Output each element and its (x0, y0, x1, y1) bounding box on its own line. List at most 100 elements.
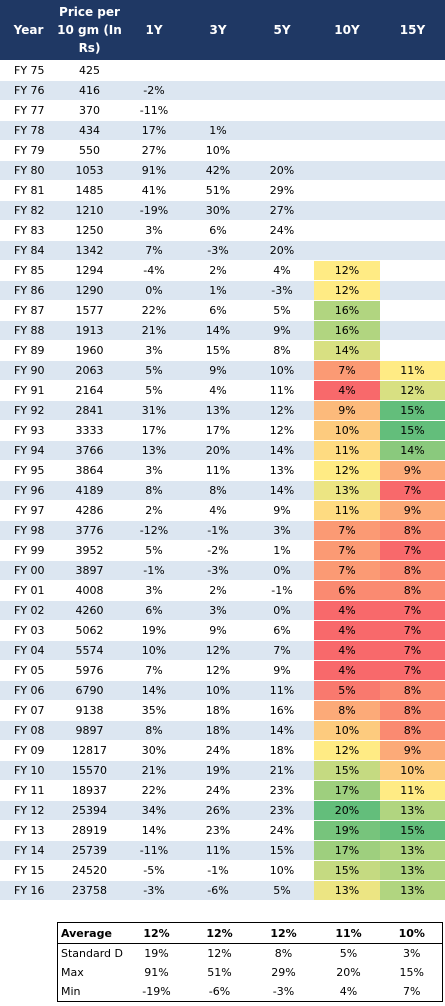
price-cell: 1290 (57, 280, 122, 301)
return-1y-cell: 8% (122, 480, 186, 501)
return-3y-cell (186, 100, 250, 121)
return-3y-cell: 9% (186, 360, 250, 381)
year-cell: FY 90 (0, 360, 57, 381)
table-row: FY 93 3333 17% 17% 12% 10% 15% (0, 420, 445, 441)
return-10y-cell: 16% (314, 300, 380, 321)
table-row: FY 01 4008 3% 2% -1% 6% 8% (0, 580, 445, 601)
return-5y-cell: 24% (250, 820, 314, 841)
return-5y-cell: 21% (250, 760, 314, 781)
return-15y-cell: 7% (380, 620, 445, 641)
stats-row: Standard D 19% 12% 8% 5% 3% (58, 944, 443, 964)
header-price-line: Rs) (78, 41, 101, 55)
return-10y-cell (314, 220, 380, 241)
return-1y-cell: 21% (122, 320, 186, 341)
year-cell: FY 09 (0, 740, 57, 761)
stats-value: -6% (208, 985, 231, 998)
header-price-line: Price per (59, 5, 120, 19)
return-3y-cell: 11% (186, 840, 250, 861)
price-cell: 1485 (57, 180, 122, 201)
table-row: FY 91 2164 5% 4% 11% 4% 12% (0, 380, 445, 401)
stats-value: 7% (403, 985, 421, 998)
return-5y-cell: 15% (250, 840, 314, 861)
return-10y-cell (314, 140, 380, 161)
return-1y-cell: -1% (122, 560, 186, 581)
return-10y-cell (314, 200, 380, 221)
year-cell: FY 92 (0, 400, 57, 421)
price-cell: 1250 (57, 220, 122, 241)
stats-value: 91% (144, 966, 169, 979)
return-15y-cell (380, 280, 445, 301)
return-10y-cell: 13% (314, 480, 380, 501)
return-3y-cell: 20% (186, 440, 250, 461)
table-row: FY 87 1577 22% 6% 5% 16% (0, 300, 445, 321)
table-row: FY 89 1960 3% 15% 8% 14% (0, 340, 445, 361)
return-10y-cell: 4% (314, 620, 380, 641)
return-3y-cell (186, 60, 250, 81)
year-cell: FY 97 (0, 500, 57, 521)
stats-body: Average 12% 12% 12% 11% 10% Standard D 19% 12% 8%… (57, 922, 443, 1002)
year-cell: FY 85 (0, 260, 57, 281)
year-cell: FY 91 (0, 380, 57, 401)
price-cell: 434 (57, 120, 122, 141)
price-cell: 5062 (57, 620, 122, 641)
return-10y-cell (314, 240, 380, 261)
return-5y-cell: 23% (250, 800, 314, 821)
table-row: FY 08 9897 8% 18% 14% 10% 8% (0, 720, 445, 741)
return-5y-cell (250, 120, 314, 141)
year-cell: FY 95 (0, 460, 57, 481)
return-15y-cell: 7% (380, 660, 445, 681)
table-header-row: Year Price per 10 gm (In Rs) 1Y 3Y 5Y 10… (0, 0, 445, 61)
return-3y-cell: 51% (186, 180, 250, 201)
return-3y-cell: 12% (186, 660, 250, 681)
price-cell: 6790 (57, 680, 122, 701)
stats-value: -3% (272, 985, 295, 998)
table-row: FY 00 3897 -1% -3% 0% 7% 8% (0, 560, 445, 581)
return-10y-cell (314, 120, 380, 141)
header-15y: 15Y (380, 0, 445, 61)
return-1y-cell: 8% (122, 720, 186, 741)
year-cell: FY 89 (0, 340, 57, 361)
return-15y-cell: 7% (380, 600, 445, 621)
return-10y-cell: 10% (314, 720, 380, 741)
table-row: FY 92 2841 31% 13% 12% 9% 15% (0, 400, 445, 421)
return-15y-cell: 12% (380, 380, 445, 401)
return-5y-cell: 5% (250, 300, 314, 321)
return-1y-cell: 2% (122, 500, 186, 521)
return-3y-cell: 8% (186, 480, 250, 501)
return-1y-cell: 14% (122, 680, 186, 701)
price-cell: 9138 (57, 700, 122, 721)
return-15y-cell (380, 160, 445, 181)
stats-row: Min -19% -6% -3% 4% 7% (58, 982, 443, 1002)
return-10y-cell (314, 180, 380, 201)
price-cell: 370 (57, 100, 122, 121)
price-cell: 28919 (57, 820, 122, 841)
stats-value: 51% (207, 966, 232, 979)
return-15y-cell (380, 180, 445, 201)
return-15y-cell: 8% (380, 700, 445, 721)
stats-value: 12% (251, 922, 316, 944)
year-cell: FY 83 (0, 220, 57, 241)
year-cell: FY 07 (0, 700, 57, 721)
table-row: FY 05 5976 7% 12% 9% 4% 7% (0, 660, 445, 681)
return-10y-cell: 7% (314, 360, 380, 381)
return-1y-cell: -11% (122, 100, 186, 121)
table-row: FY 15 24520 -5% -1% 10% 15% 13% (0, 860, 445, 881)
return-5y-cell: 20% (250, 160, 314, 181)
return-15y-cell: 13% (380, 860, 445, 881)
return-1y-cell: 17% (122, 120, 186, 141)
stats-value: 10% (381, 922, 443, 944)
return-3y-cell: 24% (186, 780, 250, 801)
return-1y-cell: 34% (122, 800, 186, 821)
return-15y-cell: 7% (380, 540, 445, 561)
return-15y-cell: 8% (380, 720, 445, 741)
table-body: FY 75 425 FY 76 416 -2% FY 77 370 -11% FY 78 434 1… (0, 60, 445, 901)
stats-value: 29% (271, 966, 296, 979)
price-cell: 3864 (57, 460, 122, 481)
return-15y-cell: 8% (380, 680, 445, 701)
year-cell: FY 93 (0, 420, 57, 441)
return-10y-cell: 11% (314, 440, 380, 461)
return-3y-cell: 2% (186, 260, 250, 281)
return-1y-cell: 35% (122, 700, 186, 721)
price-cell: 5574 (57, 640, 122, 661)
